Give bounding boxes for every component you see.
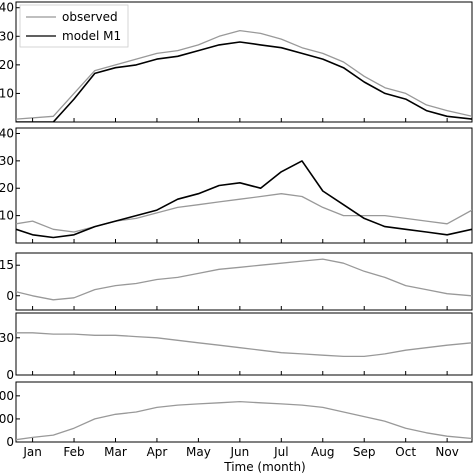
x-tick-label-sep: Sep xyxy=(353,445,376,459)
panels: 10203040102030400150300200400JanFebMarAp… xyxy=(0,1,473,459)
panel-3-series-group xyxy=(16,258,472,301)
panel-1-ytick-label-10: 10 xyxy=(0,86,14,100)
panel-5: 0 200 400 xyxy=(0,381,473,449)
legend-box xyxy=(19,4,129,48)
x-tick-label-apr: Apr xyxy=(147,445,168,459)
panel-5-ytick-label-0: 0 xyxy=(6,435,14,449)
panel-2-ytick-label-20: 20 xyxy=(0,181,14,195)
x-tick-label-mar: Mar xyxy=(104,445,127,459)
panel-5-frame xyxy=(15,381,473,443)
x-axis-label: Time (month) xyxy=(223,460,306,474)
x-tick-label-feb: Feb xyxy=(63,445,84,459)
x-tick-label-nov: Nov xyxy=(435,445,458,459)
x-tick-label-jul: Jul xyxy=(273,445,288,459)
panel-3-line-series-1 xyxy=(16,258,472,301)
panel-4-series-group xyxy=(16,332,472,358)
panel-4-ytick-label-0: 0 xyxy=(6,368,14,382)
legend-label-observed: observed xyxy=(62,10,118,24)
panel-2-series-group xyxy=(16,160,472,239)
panel-2-ytick-label-40: 40 xyxy=(0,126,14,140)
panel-1-ytick-label-40: 40 xyxy=(0,1,14,15)
panel-1-frame xyxy=(15,1,473,123)
panel-2-line-observed xyxy=(16,193,472,233)
panel-3-ytick-label-15: 15 xyxy=(0,258,14,272)
panel-4-ytick-label-30: 30 xyxy=(0,331,14,345)
legend: observed model M1 xyxy=(19,4,129,48)
x-tick-label-jan: Jan xyxy=(22,445,42,459)
panel-3-ytick-label-0: 0 xyxy=(6,289,14,303)
panel-3: 0 15 xyxy=(0,252,473,311)
panel-5-series-group xyxy=(16,400,472,441)
x-tick-label-aug: Aug xyxy=(311,445,334,459)
x-tick-label-may: May xyxy=(186,445,211,459)
panel-1-ytick-label-20: 20 xyxy=(0,58,14,72)
panel-5-ytick-label-200: 200 xyxy=(0,412,14,426)
panel-2-line-model-m1 xyxy=(16,160,472,239)
panel-3-frame xyxy=(15,252,473,311)
panel-5-ytick-label-400: 400 xyxy=(0,389,14,403)
panel-4-frame xyxy=(15,312,473,376)
panel-1-series-group xyxy=(16,29,472,122)
panel-1: 10 20 30 40 xyxy=(0,1,473,123)
panel-2: 10 20 30 40 xyxy=(0,126,473,244)
panel-1-line-model-m1 xyxy=(16,41,472,122)
x-tick-label-oct: Oct xyxy=(395,445,416,459)
panel-4-line-series-1 xyxy=(16,332,472,358)
panel-2-frame xyxy=(15,127,473,244)
x-tick-label-jun: Jun xyxy=(229,445,249,459)
panel-1-line-observed xyxy=(16,29,472,120)
panel-5-line-series-1 xyxy=(16,400,472,441)
legend-label-model-m1: model M1 xyxy=(62,29,121,43)
panel-2-ytick-label-30: 30 xyxy=(0,154,14,168)
panel-1-ytick-label-30: 30 xyxy=(0,29,14,43)
panel-2-ytick-label-10: 10 xyxy=(0,209,14,223)
panel-4: 0 30 xyxy=(0,312,473,382)
